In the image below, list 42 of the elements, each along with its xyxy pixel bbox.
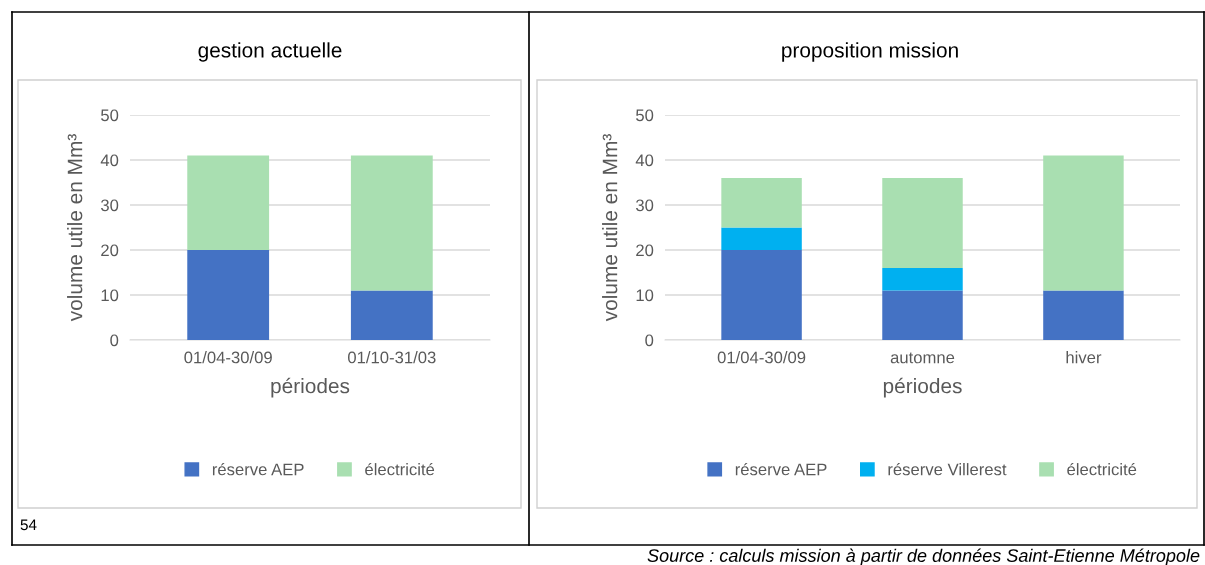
text: 54	[20, 519, 37, 531]
bar	[721, 178, 802, 228]
bar	[721, 250, 802, 340]
source-note: Source : calculs mission à partir de données Saint-Etienne Métropole	[647, 548, 1200, 565]
bar	[882, 178, 963, 268]
y-tick-label: 40	[635, 154, 654, 167]
bar	[721, 227, 802, 250]
chart-title: proposition mission	[782, 42, 958, 62]
legend-label: réserve Villerest	[888, 462, 1007, 476]
legend-label: électricité	[1067, 462, 1137, 476]
chart-title: gestion actuelle	[198, 42, 342, 62]
x-tick-label: 01/10-31/03	[347, 351, 436, 364]
y-tick-label: 10	[636, 289, 654, 302]
y-tick-label: 40	[100, 154, 119, 167]
x-axis-title: périodes	[271, 377, 350, 398]
bar	[187, 250, 270, 340]
y-tick-label: 20	[101, 244, 119, 257]
legend-label: électricité	[365, 462, 435, 476]
x-tick-label: hiver	[1066, 351, 1102, 364]
x-axis-title: périodes	[883, 377, 962, 398]
y-tick-label: 0	[110, 334, 119, 347]
y-tick-label: 0	[645, 334, 654, 347]
bar	[882, 268, 963, 291]
bar	[1043, 290, 1124, 340]
x-tick-label: 01/04-30/09	[717, 351, 806, 364]
y-axis-title: volume utile en Mm³	[67, 134, 83, 322]
y-axis-title: volume utile en Mm³	[602, 134, 618, 322]
x-tick-label: 01/04-30/09	[184, 351, 272, 364]
bar	[187, 155, 270, 250]
y-tick-label: 30	[635, 199, 654, 212]
x-tick-label: automne	[890, 352, 955, 364]
bar	[350, 155, 433, 291]
legend-label: réserve AEP	[212, 462, 304, 476]
y-tick-label: 30	[100, 199, 119, 212]
legend-label: réserve AEP	[735, 462, 827, 476]
y-tick-label: 50	[636, 109, 654, 122]
y-tick-label: 50	[101, 109, 119, 122]
y-tick-label: 10	[101, 289, 119, 302]
y-tick-label: 20	[636, 244, 654, 257]
bar	[882, 290, 963, 340]
bar	[1043, 155, 1124, 291]
bar	[350, 290, 433, 340]
